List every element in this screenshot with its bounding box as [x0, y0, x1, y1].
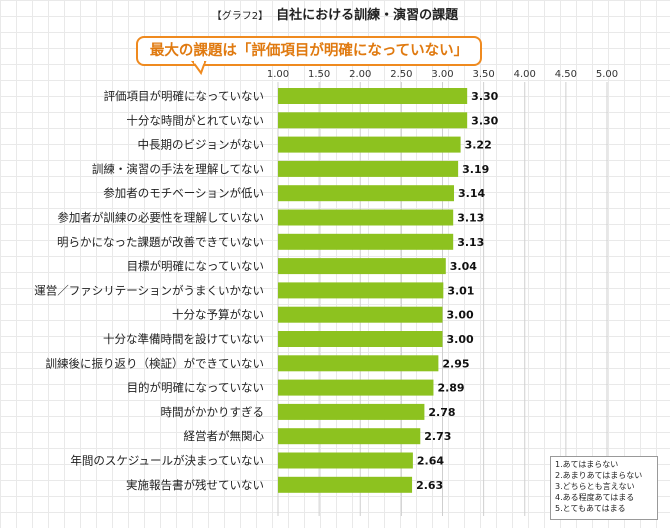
legend-item: 2.あまりあてはまらない — [555, 471, 643, 480]
bar-value-label: 2.95 — [442, 357, 469, 370]
bar — [278, 428, 421, 445]
bar-value-label: 3.01 — [447, 284, 474, 297]
bar-value-label: 3.19 — [462, 163, 489, 176]
bar — [278, 476, 413, 493]
x-tick-label: 3.50 — [472, 69, 494, 80]
bar-value-label: 2.78 — [428, 406, 455, 419]
bar — [278, 331, 443, 347]
category-label: 実施報告書が残せていない — [126, 478, 264, 492]
bar-value-label: 3.13 — [457, 212, 484, 225]
x-tick-label: 2.00 — [349, 69, 371, 80]
category-label: 訓練後に振り返り（検証）ができていない — [46, 356, 265, 370]
bar — [278, 112, 468, 129]
bar-value-label: 2.64 — [417, 455, 444, 468]
bar — [278, 306, 443, 323]
bar — [278, 136, 461, 153]
x-tick-label: 1.50 — [308, 69, 330, 80]
bar-value-label: 2.73 — [424, 430, 451, 443]
x-tick-label: 4.00 — [514, 69, 536, 80]
bar-value-label: 3.00 — [447, 309, 474, 322]
bar — [278, 209, 454, 226]
bar-value-label: 2.89 — [437, 382, 464, 395]
category-label: 十分な準備時間を設けていない — [103, 332, 264, 346]
category-label: 運営／ファシリテーションがうまくいかない — [34, 283, 264, 297]
category-labels: 評価項目が明確になっていない十分な時間がとれていない中長期のビジョンがない訓練・… — [34, 89, 264, 492]
x-axis-ticks: 1.00 1.50 2.00 2.50 3.00 3.50 4.00 4.50 5.00 — [267, 69, 618, 80]
bar — [278, 379, 434, 396]
x-tick-label: 4.50 — [555, 69, 577, 80]
bar — [278, 403, 425, 420]
bar — [278, 282, 444, 299]
bar-value-label: 3.04 — [450, 260, 477, 273]
legend-item: 4.ある程度あてはまる — [555, 493, 635, 502]
category-label: 時間がかかりすぎる — [161, 405, 265, 419]
category-label: 訓練・演習の手法を理解してない — [92, 162, 264, 176]
category-label: 中長期のビジョンがない — [138, 138, 265, 152]
bar — [278, 88, 468, 104]
category-label: 参加者が訓練の必要性を理解していない — [57, 211, 264, 225]
legend-item: 3.どちらとも言えない — [555, 482, 635, 491]
bar — [278, 258, 446, 275]
bar-value-label: 3.13 — [457, 236, 484, 249]
value-labels: 3.30 3.30 3.22 3.19 3.14 3.13 3.13 3.04 3.01 3.00… — [416, 90, 499, 492]
bar — [278, 185, 455, 202]
bar-value-label: 3.14 — [458, 187, 485, 200]
x-tick-label: 5.00 — [596, 69, 618, 80]
category-label: 年間のスケジュールが決まっていない — [70, 454, 264, 468]
callout-tail — [191, 60, 207, 76]
category-label: 十分な予算がない — [172, 308, 264, 322]
bar-value-label: 3.00 — [447, 333, 474, 346]
bar — [278, 160, 459, 177]
x-tick-label: 2.50 — [390, 69, 412, 80]
figure-tag: 【グラフ2】 — [211, 11, 269, 22]
bar-value-label: 3.30 — [471, 114, 498, 127]
x-tick-label: 1.00 — [267, 69, 289, 80]
legend-item: 1.あてはまらない — [555, 460, 619, 469]
bar — [278, 452, 413, 469]
category-label: 参加者のモチベーションが低い — [103, 186, 264, 200]
bars — [278, 88, 468, 493]
bar — [278, 233, 454, 250]
category-label: 明らかになった課題が改善できていない — [57, 235, 264, 249]
callout-box: 最大の課題は「評価項目が明確になっていない」 — [136, 36, 482, 66]
category-label: 十分な時間がとれていない — [126, 113, 264, 127]
bar-value-label: 3.22 — [465, 139, 492, 152]
bar — [278, 355, 439, 372]
category-label: 目標が明確になっていない — [127, 259, 264, 273]
category-label: 評価項目が明確になっていない — [104, 89, 264, 103]
x-tick-label: 3.00 — [431, 69, 453, 80]
chart-title: 自社における訓練・演習の課題 — [276, 8, 459, 23]
chart-title-row: 【グラフ2】 自社における訓練・演習の課題 — [0, 4, 670, 23]
legend-item: 5.とてもあてはまる — [555, 504, 626, 513]
category-label: 目的が明確になっていない — [127, 381, 264, 395]
category-label: 経営者が無関心 — [184, 429, 265, 443]
bar-value-label: 3.30 — [471, 90, 498, 103]
legend-box: 1.あてはまらない 2.あまりあてはまらない 3.どちらとも言えない 4.ある程… — [550, 456, 658, 520]
bar-value-label: 2.63 — [416, 479, 443, 492]
